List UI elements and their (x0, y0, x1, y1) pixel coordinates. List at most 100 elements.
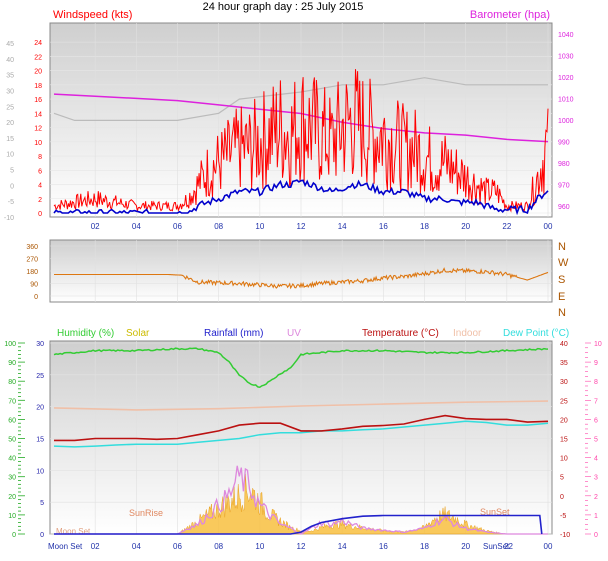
x-tick-label: 06 (173, 222, 182, 231)
climate-x-tick-label: 02 (91, 542, 100, 551)
humidity-tick: 60 (8, 417, 16, 424)
climate-x-tick-label: 14 (338, 542, 347, 551)
humidity-tick: 50 (8, 437, 16, 444)
baro-tick: 1040 (558, 32, 574, 39)
legend-solar: Solar (126, 328, 150, 339)
wind-outer-tick: 40 (6, 57, 14, 64)
x-tick-label: 14 (338, 222, 347, 231)
climate-x-tick-label: 00 (544, 542, 553, 551)
baro-tick: 1030 (558, 53, 574, 60)
humidity-tick: 80 (8, 379, 16, 386)
x-tick-label: 02 (91, 222, 100, 231)
wind-outer-tick: 20 (6, 120, 14, 127)
legend-humidity: Humidity (%) (57, 328, 114, 339)
sunrise-annotation: SunRise (129, 508, 163, 518)
wind-tick: 10 (34, 140, 42, 147)
x-tick-22: 22 (504, 542, 513, 551)
wind-outer-tick: 30 (6, 88, 14, 95)
gray-trend-line (53, 77, 548, 121)
temperature-line (54, 414, 549, 442)
direction-tick: 360 (26, 244, 38, 251)
sunset-axis-label: SunSet (483, 542, 510, 551)
uv-tick: 8 (594, 379, 598, 386)
compass-label: N (558, 241, 566, 253)
climate-x-tick-label: 20 (461, 542, 470, 551)
rainfall-line (54, 514, 543, 535)
uv-tick: 7 (594, 398, 598, 405)
wind-outer-tick: 35 (6, 73, 14, 80)
wind-outer-tick: 15 (6, 136, 14, 143)
wind-tick: 20 (34, 69, 42, 76)
wind-tick: 24 (34, 40, 42, 47)
baro-tick: 980 (558, 161, 570, 168)
humidity-tick: 10 (8, 513, 16, 520)
x-tick-label: 04 (132, 222, 141, 231)
rain-tick: 20 (36, 405, 44, 412)
temperature-tick: 30 (560, 379, 568, 386)
uv-tick: 1 (594, 513, 598, 520)
humidity-tick: 40 (8, 456, 16, 463)
wind-outer-tick: 25 (6, 104, 14, 111)
wind-tick: 0 (38, 211, 42, 218)
wind-direction-line (54, 267, 549, 290)
baro-tick: 1020 (558, 75, 574, 82)
rain-tick: 10 (36, 468, 44, 475)
temperature-tick: 25 (560, 398, 568, 405)
wind-tick: 2 (38, 197, 42, 204)
x-tick-label: 10 (255, 222, 264, 231)
climate-x-tick-label: 12 (297, 542, 306, 551)
barometer-line (53, 93, 549, 143)
wind-tick: 14 (34, 111, 42, 118)
legend-uv: UV (287, 328, 301, 339)
baro-tick: 960 (558, 204, 570, 211)
barometer-label: Barometer (hpa) (470, 9, 550, 21)
legend-indoor: Indoor (453, 328, 482, 339)
uv-tick: 10 (594, 341, 602, 348)
uv-tick: 0 (594, 532, 598, 539)
rain-tick: 15 (36, 437, 44, 444)
x-tick-label: 08 (214, 222, 223, 231)
rain-tick: 30 (36, 341, 44, 348)
x-tick-label: 20 (461, 222, 470, 231)
moonset-axis-label: Moon Set (48, 542, 83, 551)
baro-tick: 1010 (558, 96, 574, 103)
sunset-annotation: SunSet (480, 507, 510, 517)
uv-tick: 5 (594, 437, 598, 444)
indoor-line (53, 400, 549, 411)
compass-label: N (558, 307, 566, 319)
temperature-tick: 15 (560, 437, 568, 444)
wind-outer-tick: -10 (4, 215, 14, 222)
baro-tick: 990 (558, 140, 570, 147)
baro-tick: 1000 (558, 118, 574, 125)
x-tick-label: 18 (420, 222, 429, 231)
temperature-tick: 20 (560, 417, 568, 424)
humidity-tick: 20 (8, 494, 16, 501)
uv-tick: 2 (594, 494, 598, 501)
rain-tick: 0 (40, 532, 44, 539)
windspeed-line (53, 69, 549, 213)
legend-temperature: Temperature (°C) (362, 328, 439, 339)
temperature-tick: 5 (560, 475, 564, 482)
moonset-annotation: Moon Set (56, 527, 91, 536)
direction-tick: 270 (26, 257, 38, 264)
humidity-tick: 0 (12, 532, 16, 539)
humidity-tick: 70 (8, 398, 16, 405)
rain-tick: 5 (40, 500, 44, 507)
temperature-tick: 10 (560, 456, 568, 463)
wind-tick: 18 (34, 83, 42, 90)
uv-tick: 4 (594, 456, 598, 463)
legend-rainfall: Rainfall (mm) (204, 328, 263, 339)
wind-tick: 12 (34, 126, 42, 133)
climate-x-tick-label: 16 (379, 542, 388, 551)
legend-dew: Dew Point (°C) (503, 328, 569, 339)
wind-outer-tick: -5 (8, 199, 14, 206)
wind-tick: 16 (34, 97, 42, 104)
direction-tick: 0 (34, 294, 38, 301)
temperature-tick: 0 (560, 494, 564, 501)
wind-outer-tick: 10 (6, 152, 14, 159)
climate-x-tick-label: 04 (132, 542, 141, 551)
uv-tick: 6 (594, 417, 598, 424)
humidity-tick: 90 (8, 360, 16, 367)
